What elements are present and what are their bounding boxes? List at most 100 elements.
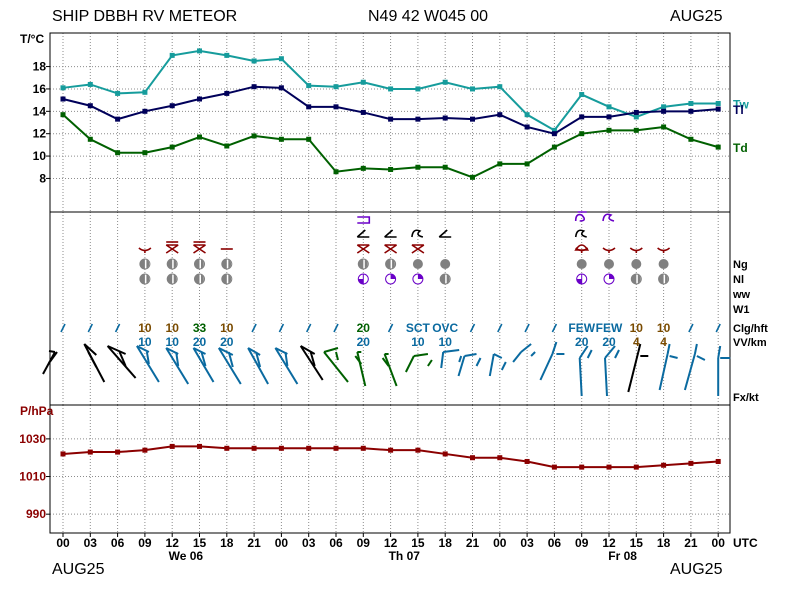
data-point: [415, 447, 421, 453]
cover-fill: [146, 274, 150, 284]
data-point: [497, 455, 503, 461]
missing-ceiling-mark: [60, 323, 66, 333]
cover-fill: [194, 274, 200, 284]
x-tick-label: 12: [384, 536, 398, 550]
wind-barb-staff: [383, 353, 398, 387]
data-point: [606, 104, 612, 110]
data-point: [606, 114, 612, 120]
data-point: [169, 443, 175, 449]
cover-circle: [631, 259, 642, 269]
data-point: [333, 169, 339, 175]
wind-barb: [627, 343, 649, 393]
data-point: [470, 455, 475, 461]
cloud-cover-symbol: [576, 273, 588, 285]
wind-barb-feather: [300, 345, 316, 355]
cloud-type-mark: [574, 211, 587, 222]
wind-barb-feather: [443, 349, 460, 353]
cover-fill: [228, 274, 232, 284]
wind-barb: [274, 347, 299, 385]
wind-barb-feather: [614, 349, 620, 359]
wind-barb-feather: [669, 355, 678, 359]
cloud-cover-symbol: [194, 273, 205, 285]
wind-barb-feather: [247, 347, 261, 356]
data-point: [224, 445, 230, 451]
wind-barb-staff: [192, 347, 215, 383]
data-point: [142, 108, 148, 114]
data-point: [169, 144, 175, 150]
cloud-cover-symbol: [385, 273, 397, 285]
cloud-type-mark: [411, 244, 425, 254]
wind-barb-staff: [217, 347, 242, 385]
cover-fill: [221, 259, 227, 269]
data-point: [388, 447, 394, 453]
day-label: Fr 08: [608, 549, 637, 563]
date-bottom-right: AUG25: [670, 561, 723, 578]
cover-circle: [604, 259, 614, 269]
ceiling-value: 10: [657, 321, 671, 335]
wind-barb-feather: [427, 359, 433, 367]
row-label: ww: [732, 289, 751, 301]
visibility-value: 20: [220, 335, 234, 349]
cover-fill: [146, 259, 150, 269]
cloud-cover-symbol: [631, 259, 642, 269]
data-point: [688, 136, 694, 142]
wind-barb: [354, 351, 367, 387]
wind-barb-feather: [136, 345, 150, 353]
wind-barb-feather: [48, 350, 56, 353]
data-point: [306, 83, 312, 89]
cloud-cover-symbol: [166, 273, 178, 285]
wind-barb: [717, 345, 731, 396]
wind-barb-staff: [604, 357, 608, 397]
date-bottom-left: AUG25: [52, 561, 105, 578]
data-point: [470, 116, 475, 122]
wind-barb-feather: [693, 343, 698, 355]
data-point: [442, 451, 448, 457]
data-point: [633, 464, 639, 470]
wind-barb-staff: [323, 351, 349, 383]
data-point: [306, 445, 312, 451]
missing-ceiling-mark: [333, 323, 339, 333]
wind-barb-staff: [512, 351, 522, 363]
cover-fill: [392, 259, 395, 269]
cloud-cover-symbol: [412, 273, 424, 285]
data-point: [579, 131, 585, 137]
ceiling-value: 10: [630, 321, 644, 335]
data-point: [251, 445, 257, 451]
cover-fill: [364, 259, 368, 269]
cloud-cover-symbol: [139, 258, 151, 270]
cloud-type-mark: [357, 216, 371, 224]
cloud-type-mark: [384, 229, 397, 238]
data-point: [278, 85, 284, 91]
data-point: [551, 144, 557, 150]
visibility-value: 10: [138, 335, 152, 349]
cover-fill: [385, 259, 391, 269]
wind-barb-staff: [488, 353, 495, 377]
data-point: [633, 114, 639, 120]
cloud-cover-symbol: [604, 259, 614, 269]
wind-barb-feather: [309, 351, 316, 367]
cloud-cover-symbol: [194, 258, 205, 270]
wind-barb-feather: [717, 345, 722, 359]
wind-barb-feather: [335, 351, 339, 361]
cover-fill: [609, 274, 614, 279]
wind-barb: [217, 347, 242, 385]
ceiling-value: 20: [357, 321, 371, 335]
data-point: [197, 96, 202, 102]
data-point: [415, 116, 421, 122]
wind-barb: [381, 353, 398, 387]
wind-barb-feather: [381, 357, 390, 367]
wind-barb: [83, 343, 106, 383]
data-point: [688, 100, 694, 106]
cloud-cover-symbol: [139, 273, 151, 285]
y-tick-label: 16: [33, 82, 47, 96]
data-point: [551, 464, 557, 470]
missing-ceiling-mark: [251, 323, 257, 333]
wind-barb-feather: [500, 361, 507, 371]
data-point: [661, 124, 667, 130]
data-point: [360, 445, 366, 451]
data-point: [415, 86, 421, 92]
x-tick-label: 15: [630, 536, 644, 550]
cover-circle: [440, 259, 451, 269]
data-point: [551, 127, 557, 133]
wind-barb-staff: [299, 345, 324, 381]
